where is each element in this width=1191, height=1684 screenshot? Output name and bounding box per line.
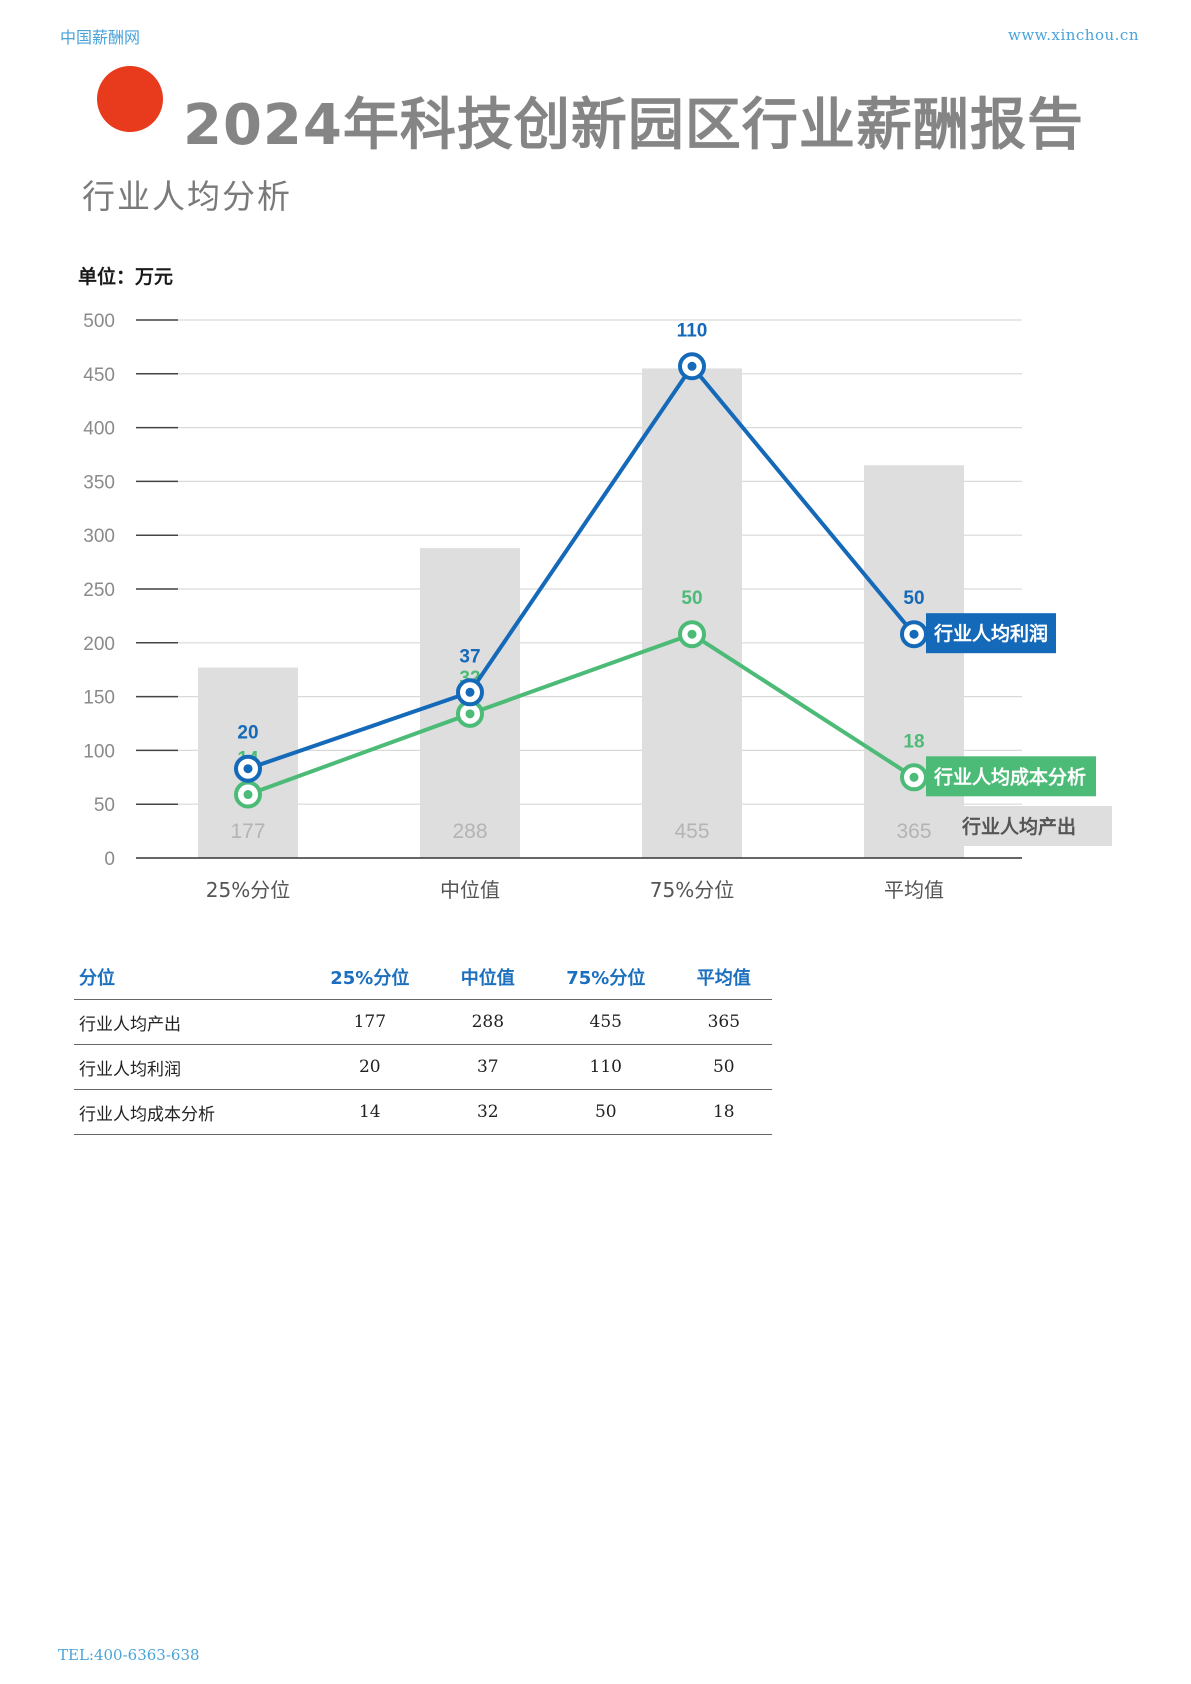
- bar-value-label: 288: [452, 820, 487, 843]
- table-cell: 行业人均利润: [74, 1044, 300, 1090]
- bar: [642, 368, 742, 858]
- table-cell: 365: [675, 999, 772, 1045]
- y-tick-label: 0: [104, 849, 115, 870]
- series-point-core: [909, 772, 919, 782]
- series-legend-box: [926, 613, 1056, 654]
- y-tick-label: 350: [83, 472, 115, 493]
- series-point-core: [687, 629, 697, 639]
- data-label: 50: [681, 588, 702, 609]
- table-cell: 110: [535, 1044, 676, 1090]
- bar: [864, 465, 964, 858]
- table-cell: 18: [675, 1089, 772, 1135]
- table-header-cell: 25%分位: [300, 955, 440, 1000]
- series-legend-label: 行业人均产出: [961, 815, 1076, 838]
- y-tick-label: 250: [83, 580, 115, 601]
- chart-unit-label: 单位：万元: [78, 266, 174, 288]
- bar-value-label: 177: [230, 820, 265, 843]
- y-tick-label: 450: [83, 365, 115, 386]
- section-title: 行业人均分析: [82, 177, 292, 216]
- per-capita-chart: 0 50 100 150 200 250 300 350 400 450 500 177 288 455 3…: [83, 311, 1112, 902]
- data-table: 分位 25%分位 中位值 75%分位 平均值 行业人均产出 177 288 45…: [74, 955, 772, 1135]
- y-tick-label: 300: [83, 526, 115, 547]
- table-row: 行业人均利润 20 37 110 50: [74, 1044, 772, 1090]
- series-point-core: [909, 629, 919, 639]
- data-label: 20: [237, 723, 258, 744]
- table-header-cell: 75%分位: [535, 955, 676, 1000]
- series-point-core: [465, 687, 475, 697]
- table-header-cell: 中位值: [439, 955, 536, 1000]
- page-title: 2024年科技创新园区行业薪酬报告: [183, 93, 1084, 158]
- footer-tel: TEL:400-6363-638: [58, 1646, 200, 1664]
- table-cell: 37: [439, 1044, 536, 1090]
- x-tick-label: 25%分位: [206, 878, 290, 902]
- x-tick-label: 中位值: [440, 878, 500, 902]
- series-legend-label: 行业人均成本分析: [933, 765, 1086, 788]
- bar-value-label: 455: [674, 820, 709, 843]
- table-header-cell: 平均值: [675, 955, 772, 1000]
- title-accent-dot: [97, 66, 163, 132]
- table-cell: 50: [535, 1089, 676, 1135]
- site-url[interactable]: www.xinchou.cn: [1007, 26, 1139, 44]
- table-cell: 177: [300, 999, 440, 1045]
- bar-value-label: 365: [896, 820, 931, 843]
- table-cell: 20: [300, 1044, 440, 1090]
- data-label: 37: [459, 646, 480, 667]
- series-point-core: [687, 361, 697, 371]
- y-tick-label: 150: [83, 688, 115, 709]
- table-row: 行业人均产出 177 288 455 365: [74, 999, 772, 1045]
- table-header-row: 分位 25%分位 中位值 75%分位 平均值: [74, 955, 772, 1000]
- series-point-core: [243, 790, 253, 800]
- y-tick-label: 500: [83, 311, 115, 332]
- table-cell: 14: [300, 1089, 440, 1135]
- table-cell: 455: [535, 999, 676, 1045]
- y-tick-label: 100: [83, 741, 115, 762]
- x-tick-label: 75%分位: [650, 878, 734, 902]
- table-cell: 50: [675, 1044, 772, 1090]
- data-label: 50: [903, 588, 924, 609]
- table-row: 行业人均成本分析 14 32 50 18: [74, 1089, 772, 1135]
- table-cell: 行业人均成本分析: [74, 1089, 300, 1135]
- table-cell: 32: [439, 1089, 536, 1135]
- data-label: 110: [677, 320, 708, 341]
- series-legend-box: [926, 756, 1096, 797]
- y-tick-label: 400: [83, 419, 115, 440]
- series-legend-label: 行业人均利润: [933, 622, 1048, 645]
- table-cell: 行业人均产出: [74, 999, 300, 1045]
- table-cell: 288: [439, 999, 536, 1045]
- y-tick-label: 50: [94, 795, 115, 816]
- series-point-core: [243, 764, 253, 774]
- data-label: 18: [903, 731, 924, 752]
- x-tick-label: 平均值: [884, 878, 944, 902]
- series-line: [247, 632, 916, 797]
- series-legend-box: [954, 806, 1112, 846]
- y-tick-label: 200: [83, 634, 115, 655]
- series-point-core: [465, 709, 475, 719]
- site-name: 中国薪酬网: [60, 28, 141, 47]
- table-header-cell: 分位: [74, 955, 300, 1000]
- series-line: [247, 364, 916, 771]
